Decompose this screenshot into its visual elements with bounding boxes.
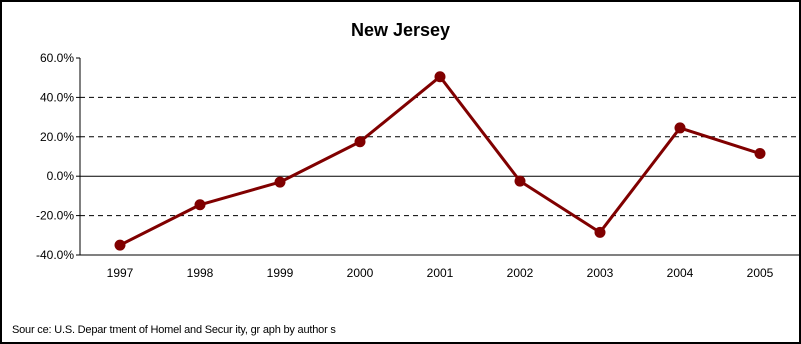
x-tick-label: 1997 [107, 266, 134, 280]
data-point [194, 199, 206, 211]
x-tick-label: 2005 [747, 266, 774, 280]
y-tick-label: -40.0% [36, 248, 74, 262]
x-tick-label: 2000 [347, 266, 374, 280]
x-tick-labels: 1997 1998 1999 2000 2001 2002 2003 2004 2005 [107, 266, 774, 280]
data-point [274, 176, 286, 188]
y-tick-label: 40.0% [40, 90, 74, 104]
x-tick-label: 2001 [427, 266, 454, 280]
y-tick-label: 60.0% [40, 51, 74, 65]
source-note: Sour ce: U.S. Depar tment of Homel and S… [12, 324, 336, 336]
y-tick-label: 0.0% [47, 169, 75, 183]
data-point [514, 175, 526, 187]
gridlines [80, 96, 800, 217]
data-point [114, 239, 126, 251]
series-line [119, 75, 761, 247]
y-tick-label: 20.0% [40, 130, 74, 144]
chart-title: New Jersey [350, 20, 451, 40]
x-tick-label: 2002 [507, 266, 534, 280]
data-point [434, 71, 446, 83]
x-tick-label: 2003 [587, 266, 614, 280]
y-tick-labels: -40.0% -20.0% 0.0% 20.0% 40.0% 60.0% [36, 51, 74, 262]
x-tick-label: 1998 [187, 266, 214, 280]
data-point [674, 122, 686, 134]
data-point [754, 148, 766, 160]
data-point [354, 136, 366, 148]
data-point [594, 226, 606, 238]
axes [76, 57, 800, 256]
y-tick-label: -20.0% [36, 209, 74, 223]
x-tick-label: 1999 [267, 266, 294, 280]
data-series [114, 71, 766, 251]
x-tick-label: 2004 [667, 266, 694, 280]
